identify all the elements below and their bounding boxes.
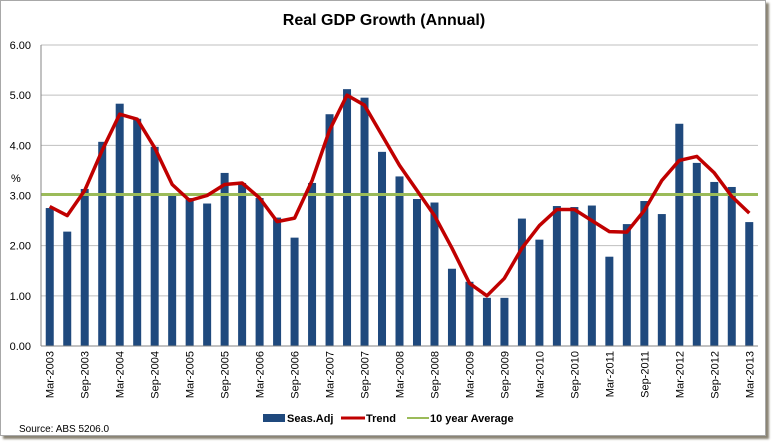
bar: [308, 182, 317, 346]
y-tick-label: 5.00: [10, 90, 31, 102]
bar: [360, 97, 369, 346]
legend-swatch-seas-adj: [263, 414, 285, 422]
bar: [640, 201, 649, 346]
x-tick-label: Mar-2013: [744, 351, 756, 398]
bar: [745, 222, 754, 346]
x-tick-label: Sep-2003: [80, 351, 92, 399]
bar: [710, 181, 719, 346]
bar: [622, 224, 631, 346]
bar: [238, 182, 247, 346]
bar: [587, 205, 596, 346]
y-tick-label: 0.00: [10, 341, 31, 353]
y-tick-label: 2.00: [10, 241, 31, 253]
x-tick-label: Sep-2007: [360, 351, 372, 399]
bar: [203, 203, 212, 346]
x-tick-label: Mar-2006: [255, 351, 267, 398]
x-tick-label: Sep-2012: [709, 351, 721, 399]
bar: [430, 202, 439, 346]
legend-label-trend: Trend: [366, 413, 396, 425]
bar: [343, 89, 352, 346]
bar: [447, 268, 456, 346]
source-note: Source: ABS 5206.0: [19, 424, 110, 435]
legend-label-seas-adj: Seas.Adj: [287, 413, 333, 425]
bar: [500, 297, 509, 346]
bar: [535, 239, 544, 346]
bar: [290, 237, 299, 346]
y-tick-label: 6.00: [10, 40, 31, 52]
x-tick-label: Sep-2006: [290, 351, 302, 399]
bar: [692, 162, 701, 346]
y-axis-ticks: 0.00 1.00 2.00 3.00 4.00 5.00 6.00: [10, 40, 31, 353]
bar: [727, 186, 736, 346]
x-tick-label: Sep-2011: [639, 351, 651, 398]
y-tick-label: 3.00: [10, 191, 31, 203]
bar: [273, 217, 282, 346]
x-tick-label: Mar-2009: [464, 351, 476, 398]
chart-frame: Real GDP Growth (Annual) 0.00 1.00 2.00 3.0…: [0, 0, 766, 436]
x-tick-label: Mar-2010: [534, 351, 546, 398]
x-tick-label: Sep-2005: [220, 351, 232, 399]
legend-label-average: 10 year Average: [430, 413, 514, 425]
bar: [63, 231, 72, 346]
x-tick-label: Mar-2004: [115, 351, 127, 398]
x-tick-label: Sep-2008: [429, 351, 441, 399]
bar: [465, 281, 474, 346]
bar: [395, 176, 404, 346]
bar: [220, 172, 229, 346]
x-tick-label: Mar-2012: [674, 351, 686, 398]
x-tick-label: Mar-2008: [395, 351, 407, 398]
bar: [605, 256, 614, 346]
bar: [552, 206, 561, 346]
legend: Seas.Adj Trend 10 year Average: [263, 413, 514, 425]
y-tick-label: 1.00: [10, 291, 31, 303]
x-tick-label: Mar-2007: [325, 351, 337, 398]
trend-line: [48, 93, 751, 298]
x-axis-ticks: Mar-2003 Sep-2003 Mar-2004 Sep-2004 Mar-2005…: [45, 351, 757, 399]
x-tick-label: Sep-2010: [569, 351, 581, 399]
bar: [133, 118, 142, 347]
x-tick-label: Sep-2009: [499, 351, 511, 399]
x-tick-label: Mar-2003: [45, 351, 57, 398]
chart-title: Real GDP Growth (Annual): [283, 12, 485, 29]
chart-svg: Real GDP Growth (Annual) 0.00 1.00 2.00 3.0…: [10, 12, 758, 435]
x-tick-label: Mar-2011: [604, 351, 616, 397]
y-tick-label: 4.00: [10, 140, 31, 152]
bar: [517, 218, 526, 346]
bar: [675, 123, 684, 347]
bars-seas-adj: [45, 89, 754, 347]
bar: [378, 151, 387, 346]
x-tick-label: Sep-2004: [150, 351, 162, 399]
bar: [255, 198, 264, 346]
bar: [80, 188, 89, 346]
bar: [45, 208, 54, 346]
x-tick-label: Mar-2005: [185, 351, 197, 398]
bar: [115, 103, 124, 346]
bar: [98, 141, 107, 346]
bar: [570, 207, 579, 346]
y-axis-label: %: [11, 173, 21, 185]
bar: [168, 192, 177, 346]
bar: [185, 198, 194, 346]
bar: [150, 146, 159, 346]
bar: [657, 214, 666, 346]
bar: [325, 114, 334, 346]
bar: [482, 297, 491, 346]
bar: [412, 199, 421, 346]
